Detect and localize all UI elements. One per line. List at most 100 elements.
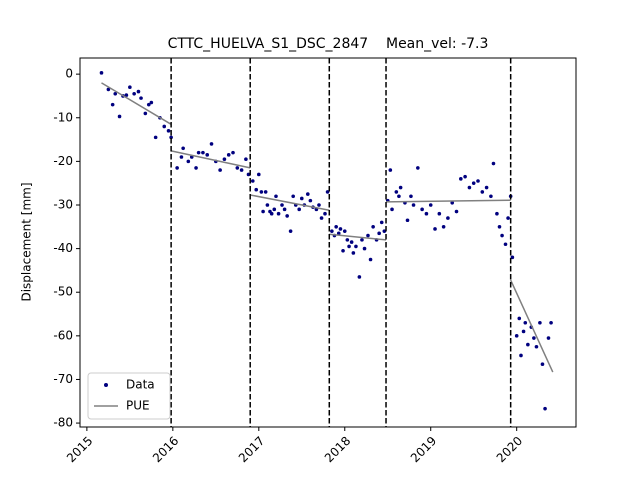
- data-point: [463, 174, 467, 179]
- data-point: [450, 201, 455, 205]
- data-point: [543, 406, 547, 411]
- data-point: [459, 177, 463, 181]
- data-point: [338, 227, 343, 231]
- x-axis-label: Measurement Date: [271, 479, 386, 480]
- data-point: [546, 336, 551, 340]
- data-point: [231, 150, 235, 155]
- data-point: [280, 203, 284, 207]
- data-point: [362, 246, 367, 251]
- data-point: [149, 100, 154, 105]
- data-point: [532, 336, 536, 340]
- data-point: [354, 244, 358, 249]
- data-point: [347, 244, 351, 249]
- data-point: [218, 168, 222, 172]
- data-point: [411, 203, 416, 207]
- data-point: [398, 185, 403, 190]
- data-point: [405, 218, 410, 223]
- y-tick-label: -40: [53, 241, 73, 255]
- data-point: [305, 192, 310, 196]
- legend-label: Data: [126, 378, 155, 392]
- data-point: [334, 224, 338, 229]
- data-point: [299, 196, 304, 201]
- data-point: [480, 190, 485, 194]
- legend-box: [87, 372, 171, 420]
- data-point: [186, 159, 191, 164]
- data-point: [500, 233, 504, 238]
- data-point: [540, 362, 545, 366]
- data-point: [128, 85, 132, 90]
- data-point: [330, 229, 334, 233]
- data-point: [379, 220, 384, 225]
- data-point: [201, 150, 205, 155]
- data-point: [110, 102, 115, 107]
- data-point: [433, 227, 437, 231]
- data-point: [297, 207, 302, 212]
- data-point: [345, 238, 350, 242]
- data-point: [517, 316, 522, 321]
- data-point: [285, 214, 289, 218]
- data-point: [162, 124, 167, 129]
- data-point: [288, 229, 293, 233]
- data-point: [250, 179, 255, 183]
- data-point: [181, 146, 185, 151]
- x-tick-label: 2020: [494, 434, 525, 465]
- data-point: [124, 93, 129, 97]
- data-point: [360, 238, 364, 242]
- data-point: [437, 211, 442, 216]
- data-point: [341, 248, 345, 253]
- fit-line: [101, 82, 554, 373]
- data-point: [471, 181, 476, 185]
- data-point: [244, 157, 248, 161]
- y-tick-label: -80: [53, 416, 73, 430]
- data-point: [169, 135, 173, 140]
- legend-marker: [104, 383, 108, 387]
- data-point: [317, 203, 321, 207]
- data-point: [272, 207, 277, 212]
- data-point: [357, 275, 362, 279]
- data-point: [476, 179, 480, 183]
- data-point: [235, 166, 240, 170]
- data-point: [497, 224, 502, 229]
- y-tick-label: -30: [53, 197, 73, 211]
- data-point: [257, 172, 261, 177]
- y-tick-label: -10: [53, 110, 73, 124]
- x-tick-label: 2019: [408, 434, 439, 465]
- data-point: [139, 96, 143, 100]
- data-point: [510, 255, 515, 260]
- y-tick-label: -50: [53, 285, 73, 299]
- data-point: [196, 150, 201, 155]
- plot-frame: [79, 57, 577, 428]
- data-point: [205, 153, 210, 157]
- y-axis-label: Displacement [mm]: [20, 182, 34, 301]
- x-tick-label: 2016: [150, 434, 181, 465]
- data-point: [113, 91, 118, 96]
- data-point: [519, 353, 523, 358]
- data-point: [538, 320, 542, 325]
- data-point: [397, 194, 401, 199]
- data-point: [274, 194, 278, 199]
- data-point: [291, 194, 295, 199]
- data-point: [549, 320, 553, 325]
- data-point: [523, 320, 528, 325]
- data-point: [428, 203, 433, 207]
- data-point: [323, 211, 327, 216]
- data-point: [99, 71, 104, 75]
- data-point: [117, 114, 122, 119]
- data-point: [534, 344, 539, 349]
- data-point: [366, 233, 370, 238]
- data-point: [136, 89, 141, 94]
- data-point: [209, 142, 214, 146]
- y-tick-label: -70: [53, 372, 73, 386]
- data-point: [454, 209, 459, 214]
- data-point: [259, 190, 264, 194]
- data-point: [514, 334, 519, 338]
- y-tick-label: -20: [53, 154, 73, 168]
- data-point: [521, 329, 526, 334]
- data-point: [491, 161, 496, 166]
- data-point: [261, 209, 265, 214]
- data-point: [106, 87, 111, 92]
- data-point: [143, 111, 148, 116]
- data-point: [424, 211, 429, 216]
- y-tick-label: -60: [53, 328, 73, 342]
